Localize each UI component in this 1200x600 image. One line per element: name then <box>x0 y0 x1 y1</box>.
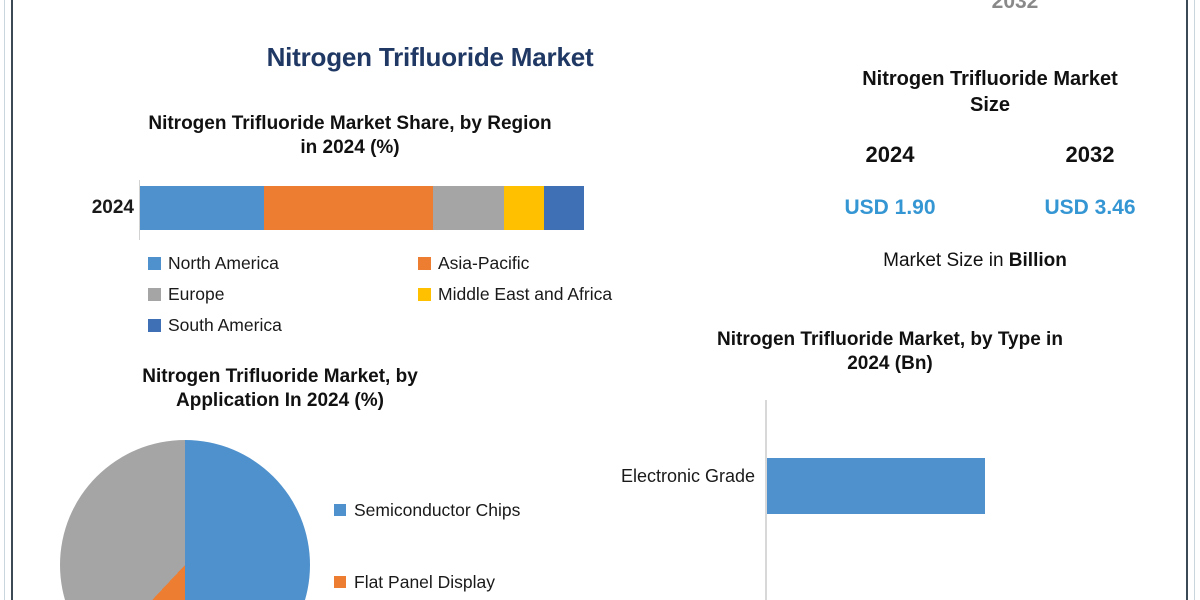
market-size-footnote: Market Size in Billion <box>790 250 1160 272</box>
legend-label: North America <box>168 253 279 273</box>
market-size-title-line2: Size <box>969 94 1011 116</box>
market-size-forecast-value: USD 3.46 <box>1044 196 1136 219</box>
region-stacked-bar <box>140 186 584 230</box>
region-chart-axis <box>139 180 140 240</box>
market-size-footnote-prefix: Market Size in <box>883 250 1009 271</box>
legend-item-asia-pacific[interactable]: Asia-Pacific <box>418 248 688 279</box>
legend-label: South America <box>168 315 282 335</box>
legend-item-flat-panel-display[interactable]: Flat Panel Display <box>334 546 584 600</box>
region-segment-north-america[interactable] <box>140 186 265 230</box>
region-segment-middle-east-africa[interactable] <box>504 186 545 230</box>
region-segment-asia-pacific[interactable] <box>264 186 434 230</box>
market-size-forecast-year: 2032 <box>1065 142 1115 167</box>
legend-swatch-icon <box>148 288 161 301</box>
region-chart-title-line1: Nitrogen Trifluoride Market Share, by Re… <box>148 113 552 134</box>
market-size-title: Nitrogen Trifluoride Market Size <box>805 66 1175 118</box>
region-chart-title-line2: in 2024 (%) <box>300 137 400 159</box>
legend-swatch-icon <box>148 257 161 270</box>
type-bar-electronic-grade[interactable] <box>767 458 985 514</box>
application-chart-title-line2: Application In 2024 (%) <box>176 390 384 412</box>
top-clipped-text: 2032 <box>991 0 1039 13</box>
market-size-year-columns: 2024 USD 1.90 2032 USD 3.46 <box>790 142 1190 220</box>
application-pie-chart <box>60 440 310 600</box>
legend-item-south-america[interactable]: South America <box>148 310 418 341</box>
type-category-label: Electronic Grade <box>620 466 755 486</box>
market-size-title-line1: Nitrogen Trifluoride Market <box>862 68 1118 90</box>
legend-item-europe[interactable]: Europe <box>148 279 418 310</box>
legend-swatch-icon <box>334 576 346 588</box>
type-bar-chart: Electronic Grade <box>590 400 1190 600</box>
legend-swatch-icon <box>334 504 346 516</box>
region-segment-europe[interactable] <box>433 186 505 230</box>
application-chart-title-line1: Nitrogen Trifluoride Market, by <box>142 366 418 387</box>
type-chart-title-line1: Nitrogen Trifluoride Market, by Type in <box>717 329 1063 350</box>
page-title: Nitrogen Trifluoride Market <box>266 42 594 72</box>
type-chart-axis <box>765 400 767 600</box>
frame-right-rule <box>1186 0 1188 600</box>
legend-label: Semiconductor Chips <box>354 499 521 520</box>
region-chart-title: Nitrogen Trifluoride Market Share, by Re… <box>100 112 600 161</box>
region-segment-south-america[interactable] <box>544 186 584 230</box>
application-chart-title: Nitrogen Trifluoride Market, by Applicat… <box>30 365 530 414</box>
legend-swatch-icon <box>418 257 431 270</box>
type-chart-title: Nitrogen Trifluoride Market, by Type in … <box>620 328 1160 377</box>
market-size-panel: Nitrogen Trifluoride Market Size 2024 US… <box>790 66 1190 272</box>
legend-item-semiconductor-chips[interactable]: Semiconductor Chips <box>334 474 584 546</box>
region-chart-legend: North America Asia-Pacific Europe Middle… <box>148 248 688 341</box>
legend-label: Middle East and Africa <box>438 284 613 304</box>
application-pie-graphic[interactable] <box>60 440 310 600</box>
legend-swatch-icon <box>418 288 431 301</box>
legend-item-north-america[interactable]: North America <box>148 248 418 279</box>
legend-swatch-icon <box>148 319 161 332</box>
type-chart-title-line2: 2024 (Bn) <box>847 353 933 375</box>
frame-right-inner-rule <box>1194 0 1195 600</box>
region-stacked-bar-chart: 2024 <box>0 180 620 340</box>
legend-item-middle-east-and-africa[interactable]: Middle East and Africa <box>418 279 688 310</box>
market-size-footnote-unit: Billion <box>1008 250 1067 271</box>
market-size-base-column: 2024 USD 1.90 <box>790 142 990 220</box>
frame-left-inner-rule <box>4 0 5 600</box>
market-size-forecast-column: 2032 USD 3.46 <box>990 142 1190 220</box>
legend-label: Flat Panel Display <box>354 571 496 592</box>
application-chart-legend: Semiconductor Chips Flat Panel Display <box>334 474 584 600</box>
market-size-base-value: USD 1.90 <box>844 196 936 219</box>
region-category-label: 2024 <box>91 197 134 218</box>
legend-label: Europe <box>168 284 225 304</box>
market-size-base-year: 2024 <box>865 142 915 167</box>
legend-label: Asia-Pacific <box>438 253 530 273</box>
frame-left-rule <box>11 0 13 600</box>
